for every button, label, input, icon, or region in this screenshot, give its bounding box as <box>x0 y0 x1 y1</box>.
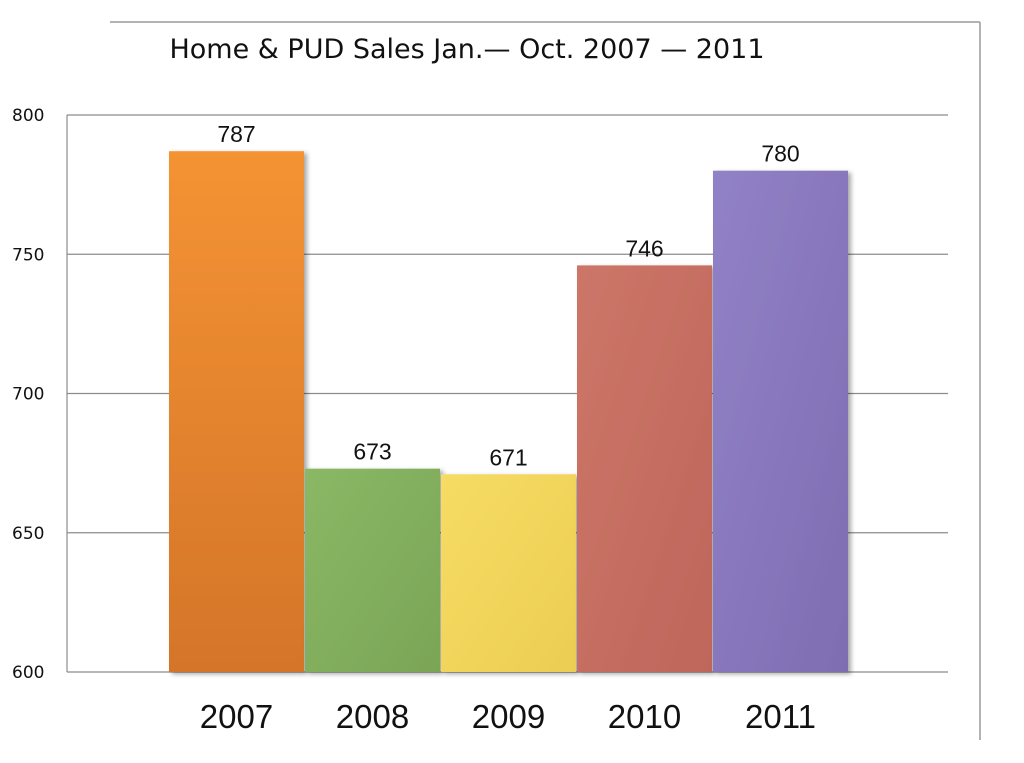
data-label: 780 <box>761 141 799 167</box>
y-tick-label: 700 <box>12 385 44 405</box>
data-label: 671 <box>489 444 527 470</box>
x-tick-label: 2010 <box>608 698 681 735</box>
bar <box>713 170 848 672</box>
y-tick-label: 750 <box>12 245 44 265</box>
y-tick-label: 650 <box>12 524 44 544</box>
data-label: 746 <box>625 235 663 261</box>
x-tick-label: 2007 <box>200 698 273 735</box>
y-tick-label: 600 <box>12 663 44 683</box>
data-label: 673 <box>353 439 391 465</box>
bar <box>441 474 576 672</box>
y-tick-label: 800 <box>12 106 44 126</box>
chart-title: Home & PUD Sales Jan.— Oct. 2007 — 2011 <box>169 34 764 65</box>
y-axis-ticks: 600 650 700 750 800 <box>12 106 44 683</box>
bar <box>577 265 712 672</box>
bar <box>169 151 304 672</box>
x-tick-label: 2011 <box>745 698 816 735</box>
data-labels: 787 673 671 746 780 <box>217 121 799 470</box>
x-tick-label: 2009 <box>472 698 545 735</box>
bars <box>169 151 848 672</box>
x-tick-label: 2008 <box>336 698 409 735</box>
x-axis-ticks: 2007 2008 2009 2010 2011 <box>200 698 816 735</box>
bar <box>305 468 440 672</box>
data-label: 787 <box>217 121 255 147</box>
